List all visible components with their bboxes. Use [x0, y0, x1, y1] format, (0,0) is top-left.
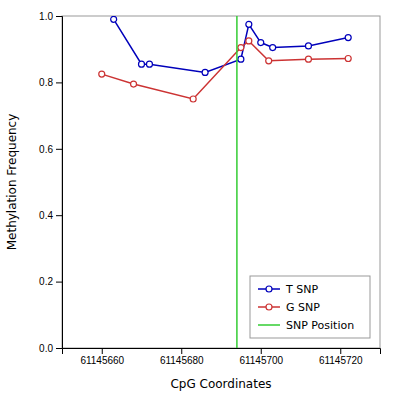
point — [139, 61, 145, 67]
x-tick-mark — [181, 348, 182, 354]
line — [114, 19, 349, 72]
x-tick-label: 61145700 — [239, 355, 283, 366]
x-tick: 61145680 — [160, 348, 204, 366]
legend-item: T SNP — [258, 283, 318, 296]
point — [202, 69, 208, 75]
x-tick-label: 61145720 — [319, 355, 363, 366]
x-tick-mark — [340, 348, 341, 354]
point — [111, 16, 117, 22]
legend-swatch — [258, 324, 280, 326]
legend-item: G SNP — [258, 301, 320, 314]
x-tick: 61145660 — [80, 348, 124, 366]
legend-label: SNP Position — [286, 319, 354, 332]
plot-frame — [62, 16, 380, 348]
plot-area: 611456606114568061145700611457200.00.20.… — [39, 11, 380, 366]
point — [190, 96, 196, 102]
series — [236, 16, 237, 348]
x-axis-line — [63, 349, 381, 355]
point — [238, 45, 244, 51]
x-tick: 61145700 — [239, 348, 283, 366]
legend-marker — [266, 286, 272, 292]
legend-label: T SNP — [285, 283, 318, 296]
legend: T SNP G SNP SNP Position — [250, 276, 370, 338]
legend-marker — [266, 304, 272, 310]
y-axis-title: Methylation Frequency — [5, 114, 19, 251]
y-tick-mark — [56, 16, 62, 17]
point — [258, 40, 264, 46]
y-tick-label: 0.8 — [39, 77, 53, 88]
x-axis: 61145660 61145680 61145700 61145720 — [63, 348, 381, 366]
point — [246, 38, 252, 44]
point — [146, 61, 152, 67]
y-tick-label: 0.4 — [39, 210, 53, 221]
point — [238, 56, 244, 62]
y-tick-mark — [56, 348, 62, 349]
point — [270, 45, 276, 51]
y-tick-label: 0.0 — [39, 343, 53, 354]
series — [111, 16, 352, 75]
point — [305, 56, 311, 62]
x-tick-mark — [102, 348, 103, 354]
x-tick-mark — [261, 348, 262, 354]
y-tick: 1.0 — [39, 11, 62, 22]
y-tick: 0.2 — [39, 276, 62, 287]
point — [345, 55, 351, 61]
point — [305, 43, 311, 49]
series — [99, 38, 351, 102]
chart: 611456606114568061145700611457200.00.20.… — [0, 0, 400, 400]
line — [102, 41, 348, 99]
x-axis-title: CpG Coordinates — [170, 377, 271, 391]
x-tick-label: 61145680 — [160, 355, 204, 366]
y-axis-line — [56, 17, 63, 349]
y-tick-label: 0.6 — [39, 144, 53, 155]
legend-box — [250, 276, 370, 338]
y-tick-mark — [56, 82, 62, 83]
y-tick: 0.6 — [39, 144, 62, 155]
y-tick-mark — [56, 149, 62, 150]
y-tick: 0.8 — [39, 77, 62, 88]
point — [246, 21, 252, 27]
point — [345, 35, 351, 41]
point — [266, 58, 272, 64]
y-tick: 0.4 — [39, 210, 62, 221]
x-tick: 61145720 — [319, 348, 363, 366]
legend-label: G SNP — [286, 301, 320, 314]
y-tick-label: 1.0 — [39, 11, 53, 22]
point — [131, 81, 137, 87]
x-tick-label: 61145660 — [80, 355, 124, 366]
point — [99, 71, 105, 77]
y-axis: 0.0 0.2 0.4 0.6 0.8 1.0 — [39, 11, 62, 354]
y-tick: 0.0 — [39, 343, 62, 354]
y-tick-mark — [56, 215, 62, 216]
y-tick-label: 0.2 — [39, 276, 53, 287]
vertical-line — [236, 16, 238, 348]
y-tick-mark — [56, 282, 62, 283]
legend-item: SNP Position — [258, 319, 354, 332]
